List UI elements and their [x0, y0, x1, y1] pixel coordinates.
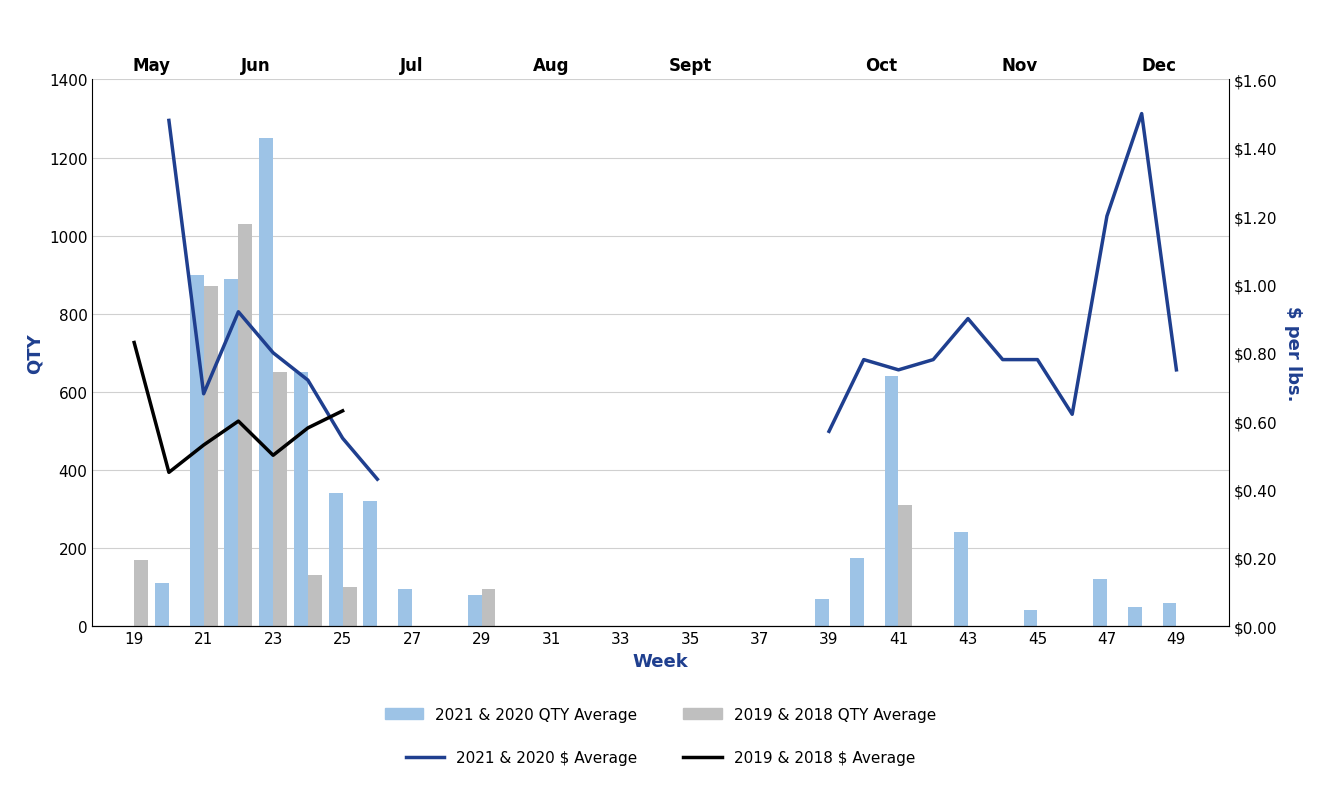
Bar: [482, 589, 495, 626]
Bar: [398, 589, 412, 626]
Bar: [849, 558, 864, 626]
Bar: [135, 560, 148, 626]
Bar: [342, 587, 357, 626]
Y-axis label: QTY: QTY: [25, 333, 44, 373]
Bar: [885, 377, 898, 626]
Bar: [1162, 603, 1177, 626]
Y-axis label: $ per lbs.: $ per lbs.: [1284, 306, 1303, 401]
Bar: [308, 576, 322, 626]
Bar: [238, 225, 252, 626]
Bar: [295, 373, 308, 626]
Bar: [155, 584, 169, 626]
Bar: [1024, 611, 1037, 626]
Bar: [203, 287, 218, 626]
Bar: [1128, 607, 1141, 626]
Bar: [225, 279, 238, 626]
Bar: [329, 494, 342, 626]
Bar: [1092, 580, 1107, 626]
Legend: 2021 & 2020 $ Average, 2019 & 2018 $ Average: 2021 & 2020 $ Average, 2019 & 2018 $ Ave…: [400, 744, 921, 772]
Bar: [815, 599, 830, 626]
Bar: [273, 373, 287, 626]
X-axis label: Week: Week: [633, 652, 688, 670]
Bar: [363, 502, 378, 626]
Bar: [898, 505, 913, 626]
Bar: [954, 532, 968, 626]
Bar: [468, 595, 482, 626]
Bar: [259, 139, 273, 626]
Bar: [190, 275, 203, 626]
